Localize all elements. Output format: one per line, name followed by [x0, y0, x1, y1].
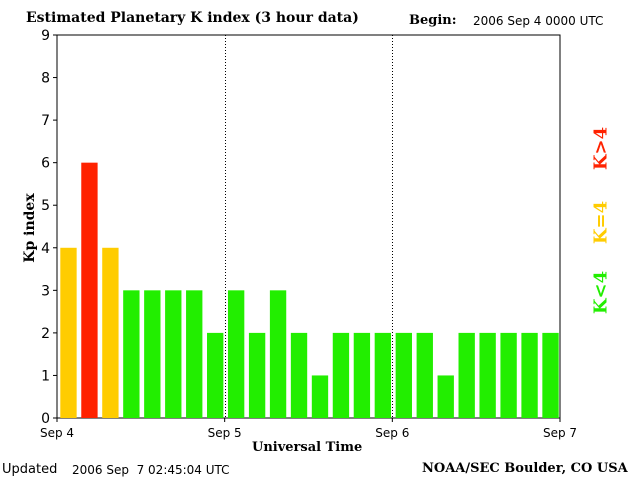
- plot-frame: [56, 34, 561, 419]
- x-tick-label: Sep 4: [40, 426, 74, 440]
- begin-label: Begin:: [409, 13, 457, 28]
- updated-label: Updated: [2, 462, 58, 477]
- kp-bar: [207, 332, 224, 418]
- y-tick-label: 0: [41, 411, 50, 427]
- kp-bar: [311, 375, 329, 418]
- y-tick-label: 1: [41, 368, 50, 384]
- kp-bar: [521, 332, 538, 418]
- kp-bar: [81, 162, 98, 418]
- y-axis-label: Kp index: [22, 193, 38, 263]
- kp-bar: [144, 290, 161, 418]
- kp-bar: [186, 290, 203, 418]
- kp-bar: [290, 332, 308, 418]
- legend-k-greater-4: K>4: [590, 126, 612, 171]
- y-tick-label: 9: [41, 28, 50, 44]
- legend-k-less-4: K<4: [590, 270, 612, 315]
- kp-bar: [437, 375, 454, 418]
- kp-bar: [416, 332, 433, 418]
- source-label: NOAA/SEC Boulder, CO USA: [422, 461, 628, 476]
- x-tick-label: Sep 5: [208, 426, 242, 440]
- chart-title: Estimated Planetary K index (3 hour data…: [26, 10, 359, 26]
- kp-bar: [269, 290, 287, 418]
- kp-bar: [60, 247, 77, 418]
- kp-bar: [353, 332, 371, 418]
- y-tick-label: 6: [41, 156, 50, 172]
- y-tick-label: 8: [41, 71, 50, 87]
- kp-bar: [165, 290, 182, 418]
- x-tick-label: Sep 6: [375, 426, 409, 440]
- y-tick-label: 7: [41, 113, 50, 129]
- kp-bar: [374, 332, 392, 418]
- updated-value: 2006 Sep 7 02:45:04 UTC: [72, 463, 230, 477]
- begin-value: 2006 Sep 4 0000 UTC: [473, 14, 604, 28]
- y-tick-label: 3: [41, 283, 50, 299]
- x-axis-label: Universal Time: [252, 440, 363, 455]
- kp-bar: [123, 290, 140, 418]
- kp-bar: [479, 332, 496, 418]
- kp-bar: [332, 332, 350, 418]
- y-tick-label: 5: [41, 198, 50, 214]
- legend-k-equal-4: K=4: [590, 200, 612, 245]
- y-tick-label: 2: [41, 326, 50, 342]
- x-tick-label: Sep 7: [543, 426, 577, 440]
- kp-bar: [227, 290, 245, 418]
- kp-bar: [542, 332, 559, 418]
- kp-bar: [102, 247, 119, 418]
- kp-bar: [395, 332, 412, 418]
- y-tick-label: 4: [41, 241, 50, 257]
- kp-bar: [248, 332, 266, 418]
- kp-bar: [458, 332, 475, 418]
- kp-bar: [500, 332, 517, 418]
